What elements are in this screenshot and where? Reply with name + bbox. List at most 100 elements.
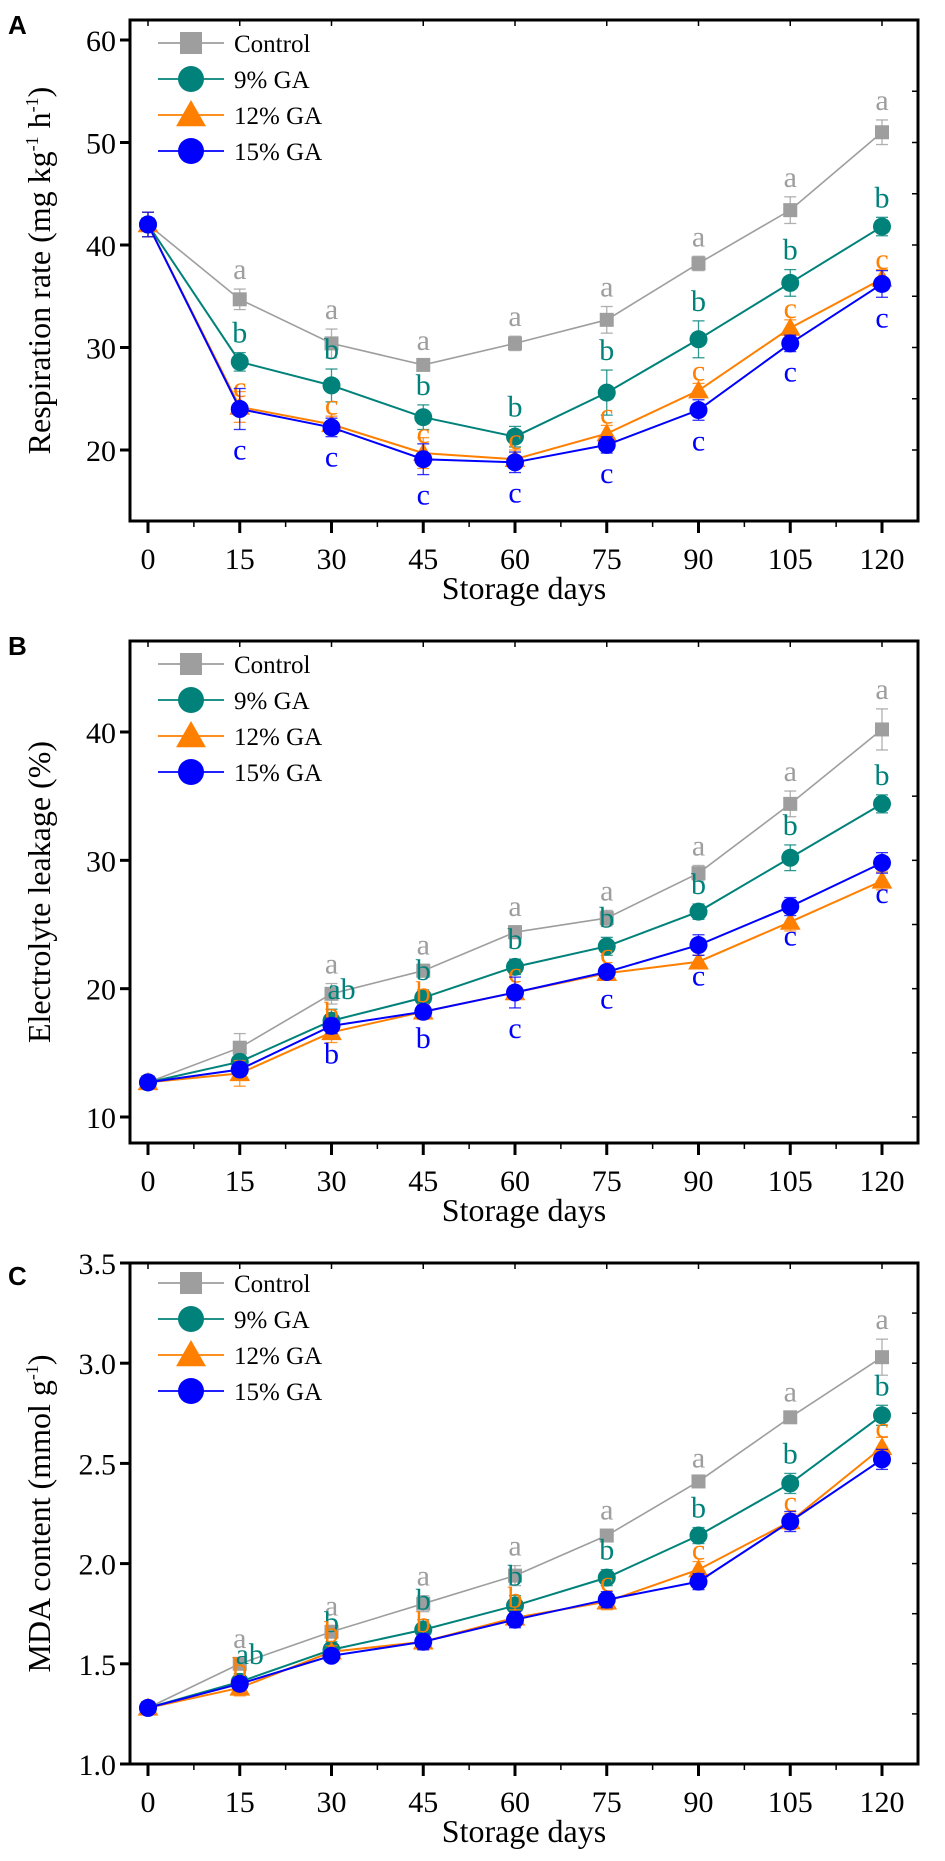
y-tick-label: 60: [86, 25, 116, 58]
significance-letter: c: [692, 1534, 705, 1567]
x-tick-label: 75: [592, 543, 622, 576]
significance-letter: a: [233, 1622, 246, 1655]
y-tick-label: 30: [86, 845, 116, 878]
x-tick-label: 60: [500, 1165, 530, 1198]
legend-item: 12% GA: [158, 1340, 322, 1370]
panel-C: C 1.0 1.5 2.0 2.5 3.0 3.5 0 15 30 45 60 75 90 105 120 St…: [8, 1248, 920, 1849]
legend-label: 9% GA: [234, 67, 310, 94]
x-axis-title: Storage days: [442, 570, 606, 606]
x-tick-label: 105: [768, 1165, 813, 1198]
data-point: [783, 1410, 798, 1425]
y-tick-label: 40: [86, 230, 116, 263]
data-point: [232, 1656, 247, 1671]
x-tick-label: 15: [225, 1786, 255, 1819]
legend: Control 9% GA 12% GA 15% GA: [158, 31, 322, 166]
data-point: [506, 983, 524, 1002]
x-axis-title: Storage days: [442, 1192, 606, 1228]
significance-letter: b: [232, 317, 247, 350]
data-point: [230, 1060, 249, 1079]
data-point: [779, 911, 801, 930]
y-tick-label: 30: [86, 333, 116, 366]
significance-letter: a: [417, 324, 430, 357]
significance-letter: c: [600, 398, 613, 431]
data-point: [506, 1610, 524, 1629]
data-point: [873, 1406, 891, 1425]
legend-marker: [180, 653, 202, 675]
y-tick-label: 2.5: [79, 1448, 117, 1481]
x-tick-label: 75: [592, 1165, 622, 1198]
significance-letter: c: [508, 1012, 521, 1045]
y-tick-label: 1.5: [79, 1649, 117, 1682]
significance-letter: b: [691, 868, 706, 901]
x-axis-title: Storage days: [442, 1813, 606, 1849]
significance-letter: a: [508, 1530, 521, 1563]
significance-letter: a: [417, 1560, 430, 1593]
significance-letter: a: [325, 1590, 338, 1623]
data-point: [781, 1512, 800, 1531]
legend-label: 12% GA: [234, 103, 322, 130]
x-tick-label: 90: [684, 1165, 714, 1198]
significance-letter: c: [875, 243, 888, 276]
x-tick-label: 30: [317, 543, 347, 576]
significance-letter: b: [324, 1606, 339, 1639]
legend-label: 12% GA: [234, 1343, 322, 1370]
significance-letter: b: [416, 954, 431, 987]
x-tick-label: 60: [500, 1786, 530, 1819]
y-tick-label: 40: [86, 717, 116, 750]
legend-item: 9% GA: [158, 1306, 310, 1334]
x-tick-label: 105: [768, 543, 813, 576]
y-tick-label: 10: [86, 1102, 116, 1135]
significance-letter: a: [508, 300, 521, 333]
x-tick-label: 45: [408, 1165, 438, 1198]
significance-letter: b: [324, 333, 339, 366]
legend-label: 15% GA: [234, 760, 322, 787]
significance-letter: a: [692, 829, 705, 862]
data-point: [688, 380, 709, 399]
data-point: [230, 400, 249, 418]
significance-letter: c: [784, 920, 797, 953]
significance-letter: a: [692, 1441, 705, 1474]
significance-letter: b: [691, 285, 706, 318]
significance-letter: c: [784, 292, 797, 325]
data-point: [781, 848, 800, 867]
data-point: [689, 936, 708, 955]
plot-frame: [128, 18, 920, 523]
data-point: [324, 336, 339, 351]
data-point: [597, 962, 616, 981]
significance-letter: b: [599, 901, 614, 934]
data-point: [322, 418, 341, 437]
y-tick-label: 3.0: [79, 1348, 117, 1381]
significance-letter: c: [784, 356, 797, 389]
x-tick-label: 0: [141, 1165, 156, 1198]
significance-letter: b: [599, 334, 614, 367]
significance-letter: c: [600, 937, 613, 970]
y-axis-title: Electrolyte leakage (%): [21, 741, 57, 1043]
significance-letter: b: [783, 234, 798, 267]
significance-letter: a: [233, 253, 246, 286]
data-point: [414, 450, 433, 469]
data-point: [689, 902, 708, 921]
legend-marker: [176, 1340, 206, 1367]
significance-letter: a: [325, 293, 338, 326]
y-axis-title: Respiration rate (mg kg-1 h-1): [21, 87, 57, 455]
significance-letter: a: [325, 948, 338, 981]
significance-letter: a: [600, 271, 613, 304]
significance-letter: ab: [236, 1638, 264, 1671]
significance-letter: a: [417, 928, 430, 961]
data-point: [416, 1596, 431, 1611]
data-point: [322, 1646, 341, 1665]
x-tick-label: 120: [860, 543, 905, 576]
legend-marker: [178, 138, 204, 164]
data-point: [414, 1632, 433, 1651]
y-axis-title: MDA content (mmol g-1): [21, 1354, 57, 1672]
data-point: [416, 357, 431, 372]
legend-label: 15% GA: [234, 139, 322, 166]
significance-letter: a: [600, 1494, 613, 1527]
data-point: [875, 1350, 889, 1365]
data-point: [779, 317, 801, 336]
data-point: [781, 1474, 800, 1493]
data-point: [506, 427, 524, 446]
data-point: [599, 1528, 614, 1543]
significance-letter: c: [692, 424, 705, 457]
